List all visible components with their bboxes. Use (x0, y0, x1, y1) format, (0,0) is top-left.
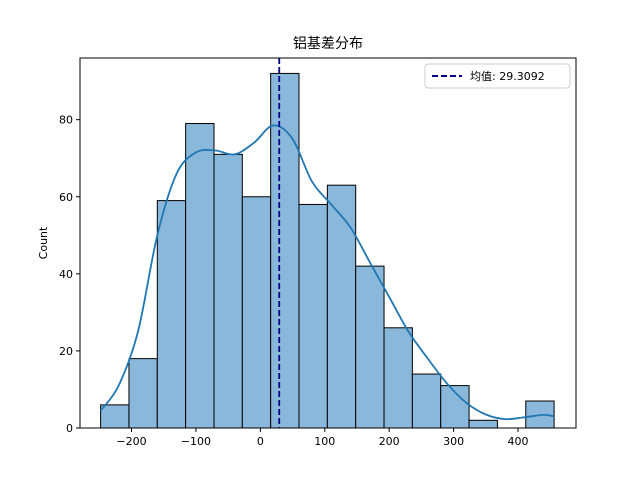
legend: 均值: 29.3092 (424, 63, 571, 89)
y-tick-label: 20 (59, 345, 73, 358)
histogram-bar (355, 265, 385, 429)
x-tick-label: 200 (379, 435, 400, 448)
histogram-bars (100, 72, 555, 429)
histogram-bar (468, 419, 498, 429)
histogram-bar (298, 203, 328, 429)
legend-mean-label: 均值: 29.3092 (470, 70, 545, 83)
y-tick-label: 80 (59, 114, 73, 127)
histogram-bar (241, 196, 272, 429)
histogram-bar (326, 184, 357, 429)
y-tick-label: 60 (59, 191, 73, 204)
legend-box (424, 63, 571, 89)
kde-curve-group (99, 124, 555, 421)
x-tick-label: −100 (181, 435, 211, 448)
histogram-bar (128, 358, 158, 429)
x-axis: −200 −100 0 100 200 300 400 (116, 428, 529, 448)
plot-frame (79, 57, 577, 429)
histogram-bar (383, 327, 413, 429)
chart-title: 铝基差分布 (293, 35, 363, 52)
x-tick-label: 400 (508, 435, 529, 448)
x-tick-label: 300 (443, 435, 464, 448)
x-tick-label: 100 (314, 435, 335, 448)
histogram-bar (185, 123, 215, 429)
histogram-bar (270, 72, 300, 429)
histogram-bar (156, 200, 187, 429)
histogram-bar (411, 373, 442, 429)
y-tick-label: 0 (66, 422, 73, 435)
histogram-bar (100, 404, 130, 429)
y-tick-label: 40 (59, 268, 73, 281)
x-tick-label: −200 (116, 435, 146, 448)
kde-curve (99, 124, 555, 421)
x-tick-label: 0 (257, 435, 264, 448)
y-axis: 0 20 40 60 80 (59, 114, 80, 435)
histogram-bar (213, 153, 243, 429)
y-axis-label: Count (37, 226, 50, 259)
